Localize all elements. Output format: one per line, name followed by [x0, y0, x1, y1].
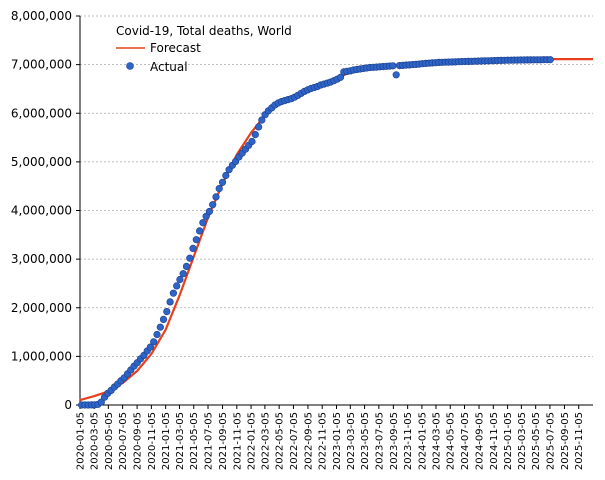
forecast-line — [79, 58, 593, 402]
actual-point — [251, 131, 259, 139]
series-forecast — [79, 58, 593, 402]
x-tick-label: 2024-11-05 — [489, 412, 500, 470]
actual-point — [173, 282, 181, 290]
actual-point — [205, 207, 213, 216]
x-tick-label: 2020-11-05 — [147, 412, 158, 470]
grid — [76, 15, 593, 406]
x-tick-label: 2021-01-05 — [161, 412, 172, 470]
x-tick-label: 2021-07-05 — [204, 412, 215, 470]
x-tick-labels: 2020-01-05 2020-03-05 2020-05-05 2020-07-05… — [76, 405, 585, 470]
x-tick-label: 2024-07-05 — [460, 412, 471, 470]
x-tick-label: 2023-01-05 — [332, 412, 343, 470]
actual-point — [546, 56, 554, 64]
actual-point — [97, 398, 105, 406]
x-tick-label: 2021-03-05 — [175, 412, 186, 470]
x-tick-label: 2022-05-05 — [275, 412, 286, 470]
actual-point — [189, 244, 197, 252]
actual-point — [196, 227, 204, 235]
x-tick-label: 2024-05-05 — [446, 412, 457, 470]
actual-point — [209, 201, 217, 209]
actual-point — [336, 73, 345, 81]
x-tick-label: 2025-11-05 — [574, 412, 585, 470]
x-tick-label: 2022-09-05 — [303, 412, 314, 470]
actual-point — [248, 137, 256, 146]
y-tick-label: 2,000,000 — [11, 301, 72, 315]
actual-point — [186, 254, 194, 262]
x-tick-label: 2021-05-05 — [189, 412, 200, 470]
actual-point — [392, 71, 400, 79]
x-tick-label: 2024-01-05 — [417, 412, 428, 470]
actual-point — [212, 193, 220, 201]
x-tick-label: 2025-09-05 — [560, 412, 571, 470]
actual-point — [156, 323, 164, 331]
x-tick-label: 2023-03-05 — [346, 412, 357, 470]
actual-point — [389, 62, 397, 70]
x-tick-label: 2025-03-05 — [517, 412, 528, 470]
x-tick-label: 2025-07-05 — [545, 412, 556, 470]
x-tick-label: 2024-09-05 — [475, 412, 486, 470]
x-tick-label: 2022-07-05 — [289, 412, 300, 470]
y-tick-label: 6,000,000 — [11, 106, 72, 120]
y-tick-label: 8,000,000 — [11, 9, 72, 23]
x-tick-label: 2021-11-05 — [232, 412, 243, 470]
actual-point — [182, 262, 191, 271]
actual-point — [150, 338, 158, 346]
x-tick-label: 2020-07-05 — [118, 412, 129, 470]
actual-point — [199, 219, 207, 227]
y-tick-label: 5,000,000 — [11, 155, 72, 169]
chart-title: Covid-19, Total deaths, World — [116, 24, 292, 38]
y-tick-label: 0 — [64, 398, 72, 412]
y-tick-label: 3,000,000 — [11, 252, 72, 266]
actual-point — [215, 185, 223, 193]
actual-point — [146, 343, 154, 351]
actual-point — [169, 289, 177, 297]
actual-point — [179, 270, 187, 278]
actual-point — [255, 123, 263, 131]
actual-point — [218, 178, 227, 186]
legend-actual-label: Actual — [150, 60, 188, 74]
y-tick-label: 7,000,000 — [11, 58, 72, 72]
y-tick-label: 4,000,000 — [11, 204, 72, 218]
y-tick-label: 1,000,000 — [11, 349, 72, 363]
actual-point — [166, 298, 174, 306]
legend-forecast-label: Forecast — [150, 41, 201, 55]
actual-point — [163, 308, 171, 316]
actual-point — [153, 330, 161, 339]
x-tick-label: 2023-07-05 — [374, 412, 385, 470]
x-tick-label: 2022-01-05 — [247, 412, 258, 470]
series-actual — [77, 56, 554, 409]
x-tick-label: 2023-11-05 — [403, 412, 414, 470]
actual-point — [176, 275, 184, 284]
x-tick-label: 2023-05-05 — [360, 412, 371, 470]
x-tick-label: 2020-01-05 — [76, 412, 87, 470]
x-tick-label: 2025-05-05 — [531, 412, 542, 470]
actual-point — [159, 315, 168, 324]
actual-point — [192, 236, 200, 244]
actual-point — [222, 171, 230, 180]
x-tick-label: 2022-11-05 — [318, 412, 329, 470]
y-tick-labels: 0 1,000,000 2,000,000 3,000,000 4,000,000 5,0… — [11, 9, 72, 412]
x-tick-label: 2022-03-05 — [260, 412, 271, 470]
x-tick-label: 2025-01-05 — [503, 412, 514, 470]
legend: Covid-19, Total deaths, World Forecast A… — [116, 24, 292, 74]
x-tick-label: 2024-03-05 — [431, 412, 442, 470]
actual-point — [258, 116, 266, 124]
x-tick-label: 2021-09-05 — [218, 412, 229, 470]
legend-actual-swatch — [126, 62, 134, 70]
x-tick-label: 2020-05-05 — [104, 412, 115, 470]
x-tick-label: 2020-03-05 — [90, 412, 101, 470]
x-tick-label: 2020-09-05 — [133, 412, 144, 470]
x-tick-label: 2023-09-05 — [389, 412, 400, 470]
